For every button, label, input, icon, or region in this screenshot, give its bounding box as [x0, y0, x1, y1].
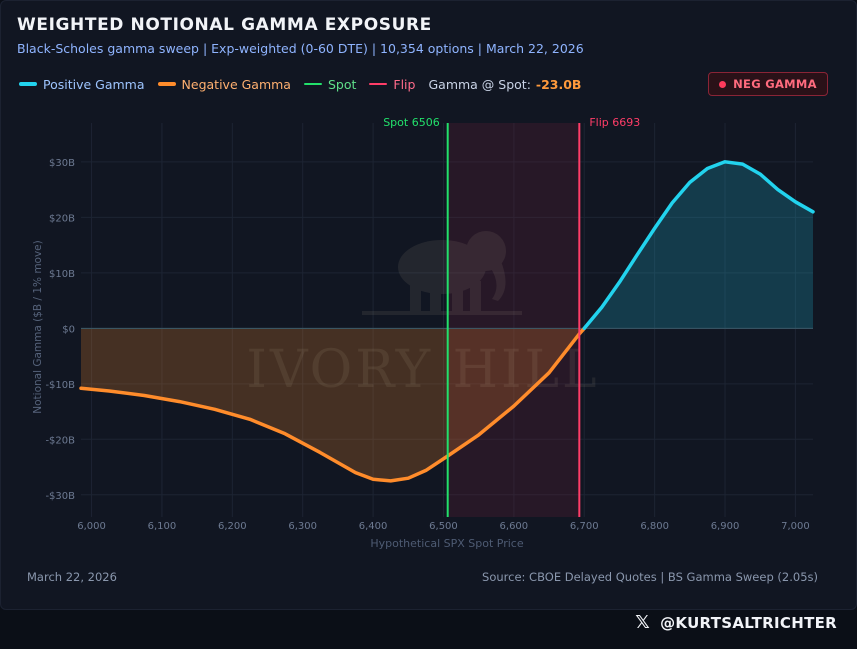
area-fills	[81, 123, 813, 517]
flip-swatch-icon	[369, 83, 388, 85]
footer-source: Source: CBOE Delayed Quotes | BS Gamma S…	[482, 570, 818, 584]
x-logo-icon: 𝕏	[635, 612, 651, 633]
gamma-chart: IVORY HILL Spot 6506 Flip 6693 -$30B -$20B…	[32, 116, 815, 550]
y-tick-label: $20B	[49, 213, 75, 224]
x-tick-label: 6,000	[77, 521, 106, 532]
x-tick-label: 6,300	[288, 521, 317, 532]
positive-swatch-icon	[19, 82, 37, 86]
x-tick-label: 6,900	[711, 521, 740, 532]
legend-spot-label: Spot	[327, 76, 357, 92]
positive-area	[584, 161, 813, 329]
y-tick-label: -$20B	[45, 435, 75, 446]
y-tick-label: $0	[62, 324, 75, 335]
y-axis-label: Notional Gamma ($B / 1% move)	[32, 240, 44, 414]
gamma-at-spot-value: -23.0B	[535, 76, 582, 92]
legend-negative-label: Negative Gamma	[181, 76, 291, 92]
neg-gamma-badge: NEG GAMMA	[708, 72, 828, 96]
page-title: WEIGHTED NOTIONAL GAMMA EXPOSURE	[17, 15, 432, 35]
negative-gamma-line	[79, 326, 587, 483]
x-tick-label: 6,600	[500, 521, 529, 532]
negative-area	[81, 328, 585, 481]
x-axis-ticks: 6,000 6,100 6,200 6,300 6,400 6,500 6,600 6,700…	[77, 521, 809, 532]
positive-gamma-line	[582, 160, 815, 331]
y-axis-ticks: -$30B -$20B -$10B $0 $10B $20B $30B	[45, 158, 75, 502]
x-tick-label: 6,400	[359, 521, 388, 532]
twitter-handle[interactable]: 𝕏 @KURTSALTRICHTER	[635, 612, 837, 633]
reference-lines: Spot 6506 Flip 6693	[383, 116, 640, 517]
negative-swatch-icon	[157, 82, 176, 86]
handle-text: @KURTSALTRICHTER	[660, 613, 837, 632]
x-tick-label: 6,500	[429, 521, 458, 532]
dot-icon	[719, 80, 727, 88]
gamma-at-spot: Gamma @ Spot: -23.0B	[428, 77, 581, 92]
y-tick-label: -$10B	[45, 380, 75, 391]
chart-subtitle: Black-Scholes gamma sweep | Exp-weighted…	[17, 41, 584, 56]
y-tick-label: -$30B	[45, 491, 75, 502]
legend-spot[interactable]: Spot	[303, 76, 357, 92]
elephant-icon	[362, 231, 522, 315]
x-axis-label: Hypothetical SPX Spot Price	[370, 537, 523, 550]
gamma-at-spot-label: Gamma @ Spot:	[428, 76, 531, 92]
footer-date: March 22, 2026	[27, 570, 117, 584]
legend-flip-label: Flip	[393, 76, 416, 92]
legend-negative[interactable]: Negative Gamma	[157, 76, 291, 92]
badge-label: NEG GAMMA	[733, 77, 817, 91]
legend-positive[interactable]: Positive Gamma	[19, 77, 145, 92]
y-tick-label: $30B	[49, 158, 75, 169]
chart-card: WEIGHTED NOTIONAL GAMMA EXPOSURE Black-S…	[0, 0, 857, 610]
spot-label: Spot 6506	[383, 116, 440, 129]
legend-flip[interactable]: Flip	[369, 77, 415, 92]
spot-swatch-icon	[303, 83, 322, 85]
x-tick-label: 6,200	[218, 521, 247, 532]
x-tick-label: 6,100	[148, 521, 177, 532]
x-tick-label: 7,000	[781, 521, 810, 532]
watermark: IVORY HILL	[246, 231, 599, 400]
watermark-text: IVORY HILL	[246, 340, 599, 400]
x-tick-label: 6,800	[640, 521, 669, 532]
spot-flip-zone	[447, 123, 580, 517]
y-tick-label: $10B	[49, 269, 75, 280]
legend-positive-label: Positive Gamma	[43, 76, 145, 92]
legend: Positive Gamma Negative Gamma Spot Flip …	[19, 76, 594, 92]
x-tick-label: 6,700	[570, 521, 599, 532]
flip-label: Flip 6693	[589, 116, 640, 129]
